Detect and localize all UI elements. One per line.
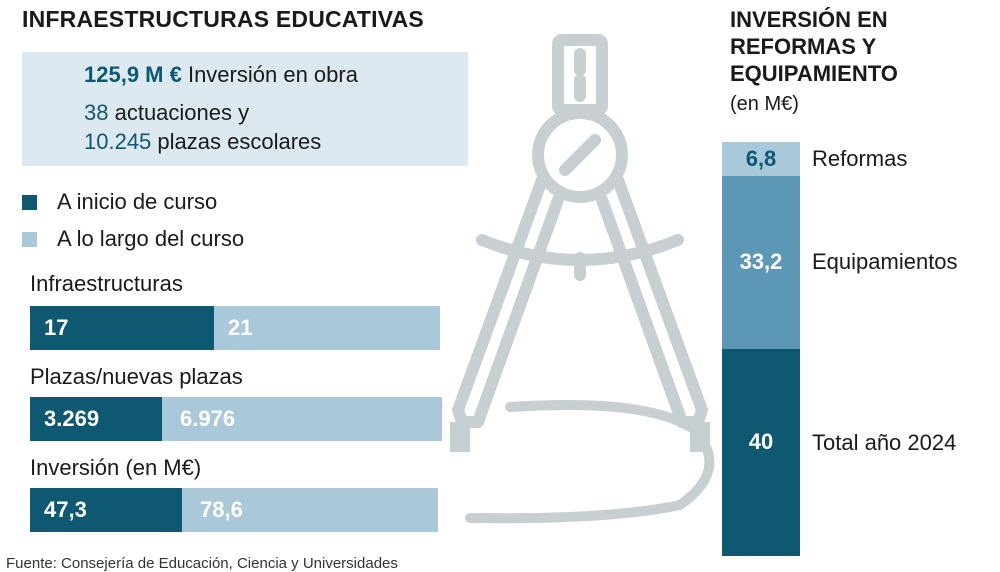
bar-plazas-curso: 6.976 [162, 397, 442, 441]
chart-title: INFRAESTRUCTURAS EDUCATIVAS [22, 6, 424, 32]
side-title-line-1: INVERSIÓN EN [730, 7, 888, 32]
compass-illustration [430, 34, 715, 524]
bar-infraestructuras-inicio: 17 [30, 306, 214, 350]
side-chart-title: INVERSIÓN EN REFORMAS Y EQUIPAMIENTO [730, 6, 898, 87]
bar-plazas-inicio: 3.269 [30, 397, 162, 441]
summary-investment-text: Inversión en obra [181, 62, 358, 87]
bar-value-plazas-inicio: 3.269 [44, 406, 100, 431]
bar-value-inversion-curso: 78,6 [200, 497, 243, 522]
summary-places: 10.245 plazas escolares [84, 129, 321, 155]
legend-label-start: A inicio de curso [57, 189, 218, 214]
stack-segment-reformas: 6,8 [722, 142, 800, 176]
side-title-line-2: REFORMAS Y [730, 34, 877, 59]
stack-label-equipamientos: Equipamientos [812, 249, 958, 274]
source-note: Fuente: Consejería de Educación, Ciencia… [6, 555, 398, 572]
bar-value-inversion-inicio: 47,3 [44, 497, 87, 522]
summary-actions-text: actuaciones y [108, 100, 250, 125]
side-title-line-3: EQUIPAMIENTO [730, 61, 898, 86]
category-label-infraestructuras: Infraestructuras [30, 271, 183, 296]
bar-value-plazas-curso: 6.976 [180, 406, 236, 431]
stack-value-total: 40 [748, 429, 774, 454]
stack-label-reformas: Reformas [812, 146, 908, 171]
bar-infraestructuras-curso: 21 [214, 306, 440, 350]
stack-segment-total: 40 [722, 349, 800, 556]
legend-swatch-during [22, 232, 37, 247]
stack-label-total: Total año 2024 [812, 430, 957, 455]
summary-actions-value: 38 [84, 100, 109, 125]
legend-item-start: A inicio de curso [22, 189, 217, 215]
summary-investment-value: 125,9 M € [84, 62, 182, 87]
side-chart-subtitle: (en M€) [730, 93, 799, 115]
summary-investment: 125,9 M € Inversión en obra [84, 62, 358, 88]
stack-value-equipamientos: 33,2 [739, 249, 783, 274]
summary-actions: 38 actuaciones y [84, 100, 249, 126]
legend-item-during: A lo largo del curso [22, 226, 244, 252]
legend-label-during: A lo largo del curso [57, 226, 245, 251]
summary-places-value: 10.245 [84, 129, 152, 154]
legend-swatch-start [22, 195, 37, 210]
bar-inversion-curso: 78,6 [182, 488, 438, 532]
bar-inversion-inicio: 47,3 [30, 488, 182, 532]
stack-segment-equipamientos: 33,2 [722, 176, 800, 349]
bar-value-infraestructuras-curso: 21 [228, 315, 253, 340]
summary-box: 125,9 M € Inversión en obra 38 actuacion… [22, 52, 468, 166]
category-label-plazas: Plazas/nuevas plazas [30, 364, 243, 389]
stack-value-reformas: 6,8 [745, 146, 777, 171]
bar-value-infraestructuras-inicio: 17 [44, 315, 69, 340]
category-label-inversion: Inversión (en M€) [30, 455, 202, 480]
summary-places-text: plazas escolares [151, 129, 322, 154]
